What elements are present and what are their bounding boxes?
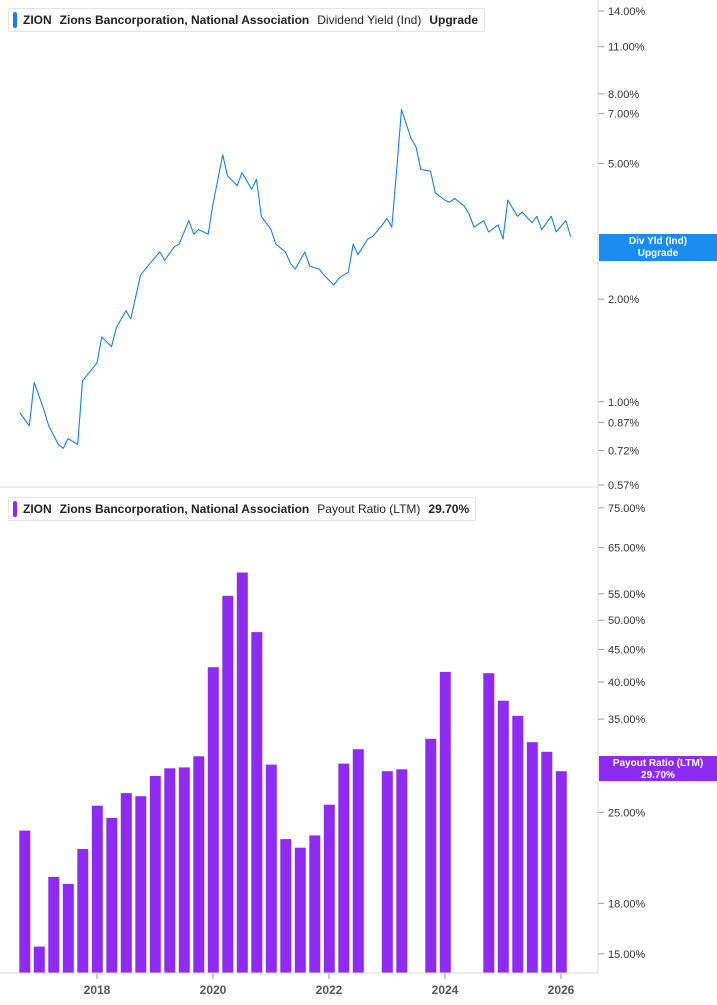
top-legend: ZION Zions Bancorporation, National Asso… [8, 8, 486, 32]
payout-bar[interactable] [425, 738, 437, 973]
legend-ticker: ZION [23, 502, 52, 516]
x-tick-label: 2018 [84, 983, 111, 997]
payout-ratio-value-tag[interactable]: Payout Ratio (LTM) 29.70% [599, 756, 717, 781]
legend-metric: Payout Ratio (LTM) [317, 502, 421, 516]
payout-bar[interactable] [19, 830, 31, 973]
x-tick-label: 2020 [200, 983, 227, 997]
payout-bar[interactable] [251, 632, 263, 973]
payout-bar[interactable] [91, 805, 103, 973]
bottom-y-axis-tick-label: 35.00% [608, 714, 646, 726]
bottom-legend: ZION Zions Bancorporation, National Asso… [8, 497, 477, 521]
payout-bar[interactable] [323, 804, 335, 973]
tag-value: 29.70% [641, 770, 675, 781]
tag-label: Div Yld (Ind) [628, 236, 688, 247]
payout-ratio-bars [19, 572, 567, 974]
tag-value: Upgrade [637, 248, 679, 259]
payout-bar[interactable] [135, 796, 147, 973]
top-y-axis-tick-label: 0.57% [608, 480, 639, 492]
payout-bar[interactable] [178, 767, 190, 973]
payout-bar[interactable] [439, 671, 451, 973]
top-y-axis-tick-label: 0.72% [608, 445, 639, 457]
top-y-axis-tick-label: 2.00% [608, 294, 639, 306]
payout-bar[interactable] [106, 817, 118, 973]
payout-bar[interactable] [352, 749, 364, 973]
x-tick-label: 2022 [316, 983, 343, 997]
payout-bar[interactable] [62, 884, 74, 973]
x-tick-label: 2024 [432, 983, 459, 997]
top-y-axis-tick-label: 14.00% [608, 6, 646, 18]
dividend-yield-value-tag[interactable]: Div Yld (Ind) Upgrade [599, 234, 717, 261]
legend-upgrade-link[interactable]: Upgrade [429, 13, 479, 27]
payout-bar[interactable] [555, 771, 567, 973]
payout-bar[interactable] [309, 835, 321, 973]
legend-value: 29.70% [428, 502, 470, 516]
payout-bar[interactable] [483, 673, 495, 973]
payout-bar[interactable] [265, 764, 277, 973]
bar-color-swatch [13, 501, 17, 517]
bottom-y-axis-tick-label: 75.00% [608, 503, 646, 515]
payout-bar[interactable] [149, 776, 161, 973]
bottom-y-axis-tick-label: 50.00% [608, 615, 646, 627]
payout-bar[interactable] [222, 595, 234, 973]
bottom-y-axis-tick-label: 55.00% [608, 589, 646, 601]
top-y-axis-tick-label: 7.00% [608, 109, 639, 121]
payout-bar[interactable] [236, 572, 248, 974]
payout-bar[interactable] [512, 715, 524, 973]
bottom-y-axis-tick-label: 18.00% [608, 898, 646, 910]
line-color-swatch [13, 12, 17, 28]
top-y-axis-tick-label: 8.00% [608, 89, 639, 101]
x-tick-label: 2026 [548, 983, 575, 997]
payout-bar[interactable] [381, 771, 393, 973]
bottom-y-axis: 75.00% 65.00% 55.00% 50.00% 45.00% 40.00% 35.0… [598, 503, 646, 961]
dividend-yield-line [19, 108, 572, 449]
payout-bar[interactable] [193, 756, 205, 973]
payout-bar[interactable] [120, 793, 132, 973]
top-y-axis-tick-label: 1.00% [608, 397, 639, 409]
payout-bar[interactable] [33, 946, 45, 973]
payout-bar[interactable] [396, 769, 408, 973]
top-y-axis-tick-label: 0.87% [608, 417, 639, 429]
payout-bar[interactable] [338, 763, 350, 973]
top-y-axis-tick-label: 11.00% [608, 42, 645, 54]
payout-bar[interactable] [280, 839, 292, 973]
legend-metric: Dividend Yield (Ind) [317, 13, 422, 27]
payout-bar[interactable] [48, 876, 60, 973]
bottom-y-axis-tick-label: 45.00% [608, 644, 646, 656]
x-axis: 2018 2020 2022 2024 2026 [84, 973, 575, 997]
bottom-y-axis-tick-label: 40.00% [608, 677, 646, 689]
payout-bar[interactable] [207, 667, 219, 973]
payout-bar[interactable] [497, 700, 509, 973]
legend-company: Zions Bancorporation, National Associati… [59, 502, 310, 516]
payout-bar[interactable] [77, 849, 89, 973]
legend-company: Zions Bancorporation, National Associati… [59, 13, 310, 27]
payout-ratio-panel: 75.00% 65.00% 55.00% 50.00% 45.00% 40.00% 35.0… [19, 503, 646, 997]
bottom-y-axis-tick-label: 15.00% [608, 949, 646, 961]
top-y-axis-tick-label: 5.00% [608, 158, 639, 170]
legend-ticker: ZION [23, 13, 52, 27]
tag-label: Payout Ratio (LTM) [612, 758, 704, 769]
top-y-axis: 14.00% 11.00% 8.00% 7.00% 5.00% 2.00% 1.00% 0.8… [598, 6, 646, 492]
payout-bar[interactable] [526, 742, 538, 973]
bottom-y-axis-tick-label: 25.00% [608, 807, 646, 819]
bottom-y-axis-tick-label: 65.00% [608, 543, 646, 555]
payout-bar[interactable] [294, 847, 306, 973]
payout-bar[interactable] [541, 751, 553, 973]
payout-bar[interactable] [164, 768, 176, 973]
dividend-yield-panel: 14.00% 11.00% 8.00% 7.00% 5.00% 2.00% 1.00% 0.8… [19, 6, 646, 492]
